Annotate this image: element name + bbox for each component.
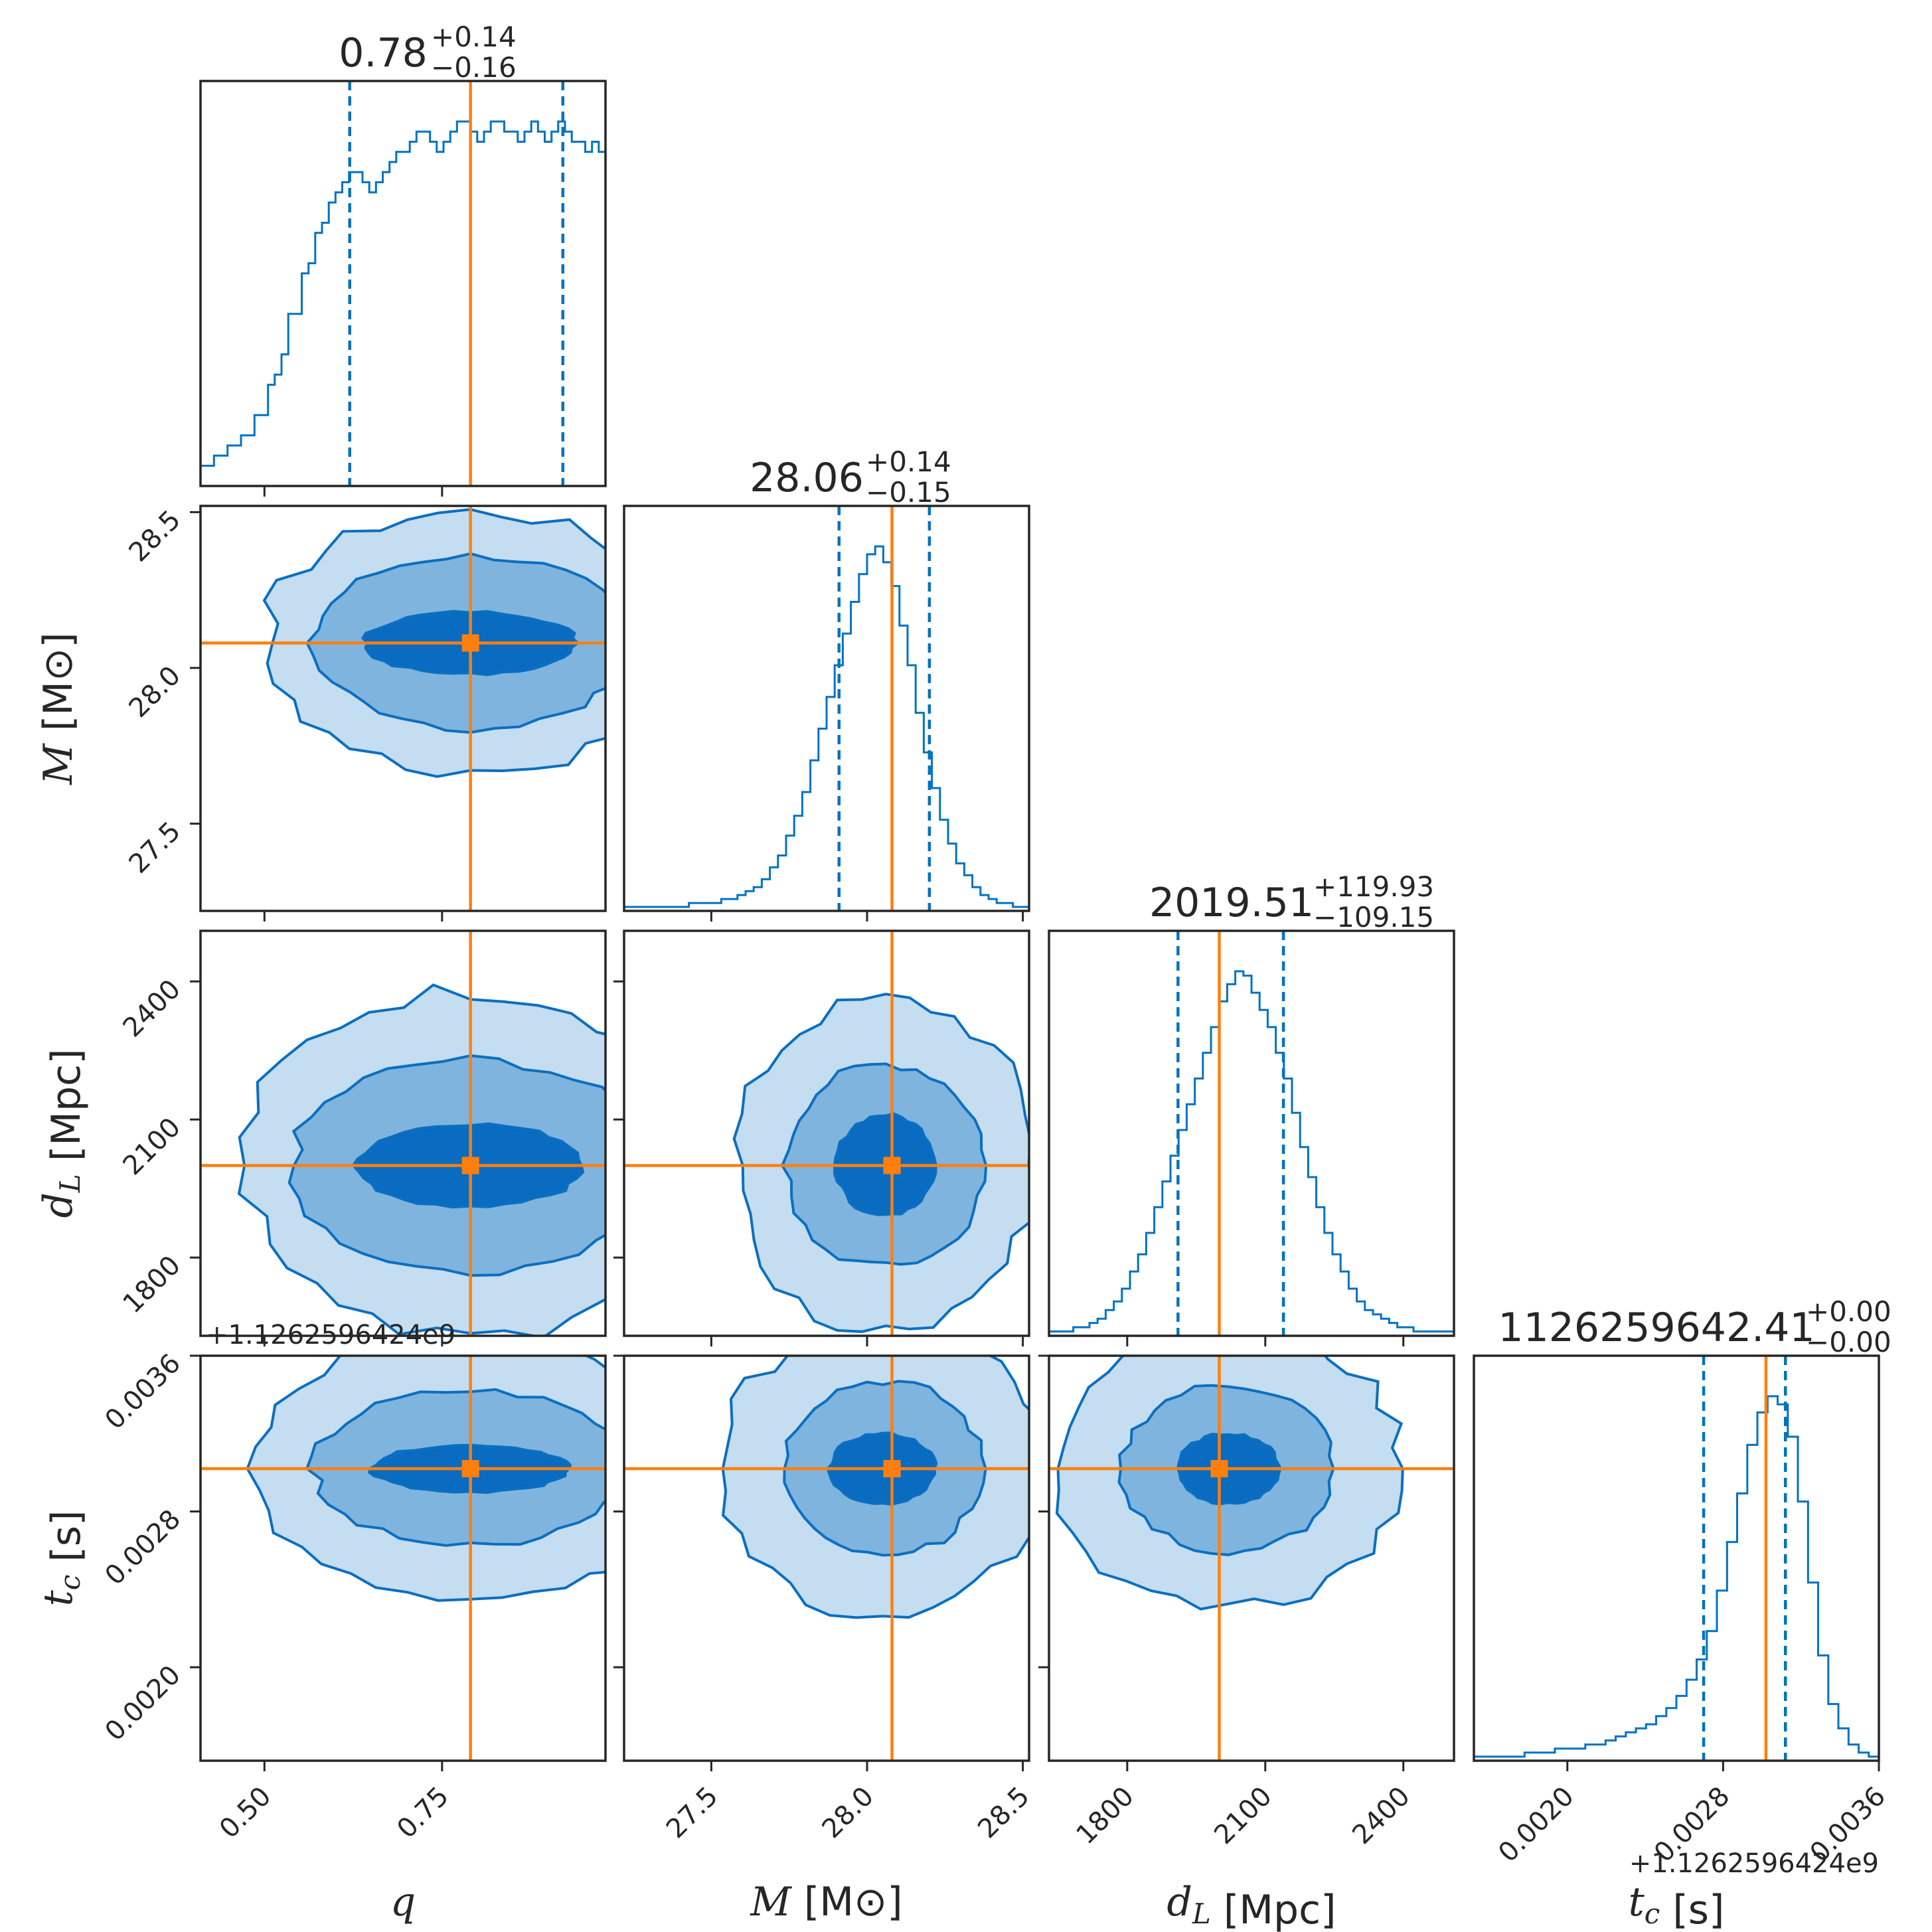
y-tick-label-t_c-0: 0.0020	[100, 1660, 187, 1747]
hist-title-sup-d_L: +119.93	[1313, 870, 1434, 903]
x-tick-label-d_L-1: 2100	[1208, 1781, 1278, 1851]
y-axis-label-M: M [M⊙]	[35, 632, 82, 785]
x-tick-label-d_L-2: 2400	[1346, 1781, 1416, 1851]
hist-title-sup-M: +0.14	[866, 445, 951, 478]
hist-title-d_L: 2019.51	[1149, 880, 1314, 926]
x-offset-label-t_c: +1.1262596424e9	[1629, 1848, 1879, 1879]
x-tick-label-q-0: 0.50	[214, 1781, 278, 1845]
histogram-M	[623, 545, 1029, 911]
axis-frame-3-0	[199, 1354, 607, 1762]
y-tick-label-M-2: 28.5	[123, 505, 187, 568]
axis-frame-3-1	[623, 1354, 1030, 1762]
axis-frame-M	[623, 505, 1030, 912]
y-tick-label-t_c-2: 0.0036	[100, 1348, 187, 1435]
hist-panel-M: 28.06 +0.14−0.15	[623, 445, 1030, 912]
y-axis-label-t_c: tc [s]	[35, 1510, 90, 1607]
axis-frame-d_L	[1048, 929, 1455, 1337]
truth-marker-1-0	[461, 634, 479, 652]
y-tick-label-d_L-0: 1800	[118, 1250, 187, 1320]
hist-title-sub-t_c: −0.00	[1806, 1326, 1892, 1358]
density-panel-M-d_L	[623, 929, 1030, 1337]
y-tick-label-t_c-1: 0.0028	[100, 1504, 187, 1591]
density-panel-q-t_c	[199, 1354, 607, 1762]
hist-title-sup-q: +0.14	[431, 21, 517, 53]
hist-panel-t_c: 1126259642.41+0.00−0.00	[1473, 1295, 1892, 1762]
hist-title-sup-t_c: +0.00	[1806, 1295, 1892, 1328]
x-axis-label-t_c: tc [s]	[1629, 1879, 1725, 1932]
y-axis-label-d_L: dL [Mpc]	[35, 1048, 90, 1218]
histogram-t_c	[1473, 1395, 1879, 1761]
axis-frame-2-0	[199, 929, 607, 1337]
hist-title-sub-d_L: −109.15	[1313, 901, 1434, 933]
density-panel-d_L-t_c	[1048, 1354, 1455, 1762]
hist-title-t_c: 1126259642.41	[1498, 1305, 1814, 1351]
density-panel-q-M	[199, 505, 607, 912]
truth-marker-2-1	[883, 1157, 901, 1174]
x-axis-label-d_L: dL [Mpc]	[1167, 1879, 1336, 1932]
density-panel-q-d_L	[199, 929, 607, 1337]
x-tick-label-M-0: 27.5	[661, 1781, 724, 1845]
axis-frame-2-1	[623, 929, 1030, 1337]
axis-frame-q	[199, 80, 607, 487]
x-tick-label-q-1: 0.75	[391, 1781, 455, 1845]
x-tick-label-d_L-0: 1800	[1070, 1781, 1140, 1851]
hist-title-sub-q: −0.16	[431, 51, 517, 84]
x-tick-label-M-1: 28.0	[817, 1781, 880, 1845]
y-tick-label-M-1: 28.0	[123, 661, 187, 724]
y-tick-label-M-0: 27.5	[123, 816, 187, 880]
truth-marker-3-2	[1210, 1460, 1228, 1478]
axis-frame-t_c	[1473, 1354, 1880, 1762]
axis-frame-1-0	[199, 505, 607, 912]
hist-title-M: 28.06	[750, 455, 864, 501]
truth-marker-2-0	[461, 1157, 479, 1174]
density-panel-M-t_c	[623, 1354, 1030, 1762]
truth-marker-3-0	[461, 1460, 479, 1478]
x-axis-label-M: M [M⊙]	[750, 1879, 902, 1925]
x-tick-label-t_c-0: 0.0020	[1492, 1781, 1579, 1868]
hist-panel-q: 0.78 +0.14−0.16	[199, 21, 607, 487]
axis-frame-3-2	[1048, 1354, 1455, 1762]
y-offset-label-t_c: +1.1262596424e9	[206, 1320, 455, 1350]
hist-panel-d_L: 2019.51+119.93−109.15	[1048, 870, 1455, 1337]
histogram-q	[199, 120, 605, 486]
y-tick-label-d_L-1: 2100	[118, 1112, 187, 1182]
y-tick-label-d_L-2: 2400	[118, 974, 187, 1044]
x-tick-label-M-2: 28.5	[972, 1781, 1036, 1845]
histogram-d_L	[1048, 970, 1454, 1336]
density-contours-3-2	[1055, 1356, 1404, 1611]
hist-title-sub-M: −0.15	[866, 476, 951, 509]
x-axis-label-q: q	[390, 1879, 416, 1925]
hist-title-q: 0.78	[339, 30, 428, 76]
truth-marker-3-1	[883, 1460, 901, 1478]
